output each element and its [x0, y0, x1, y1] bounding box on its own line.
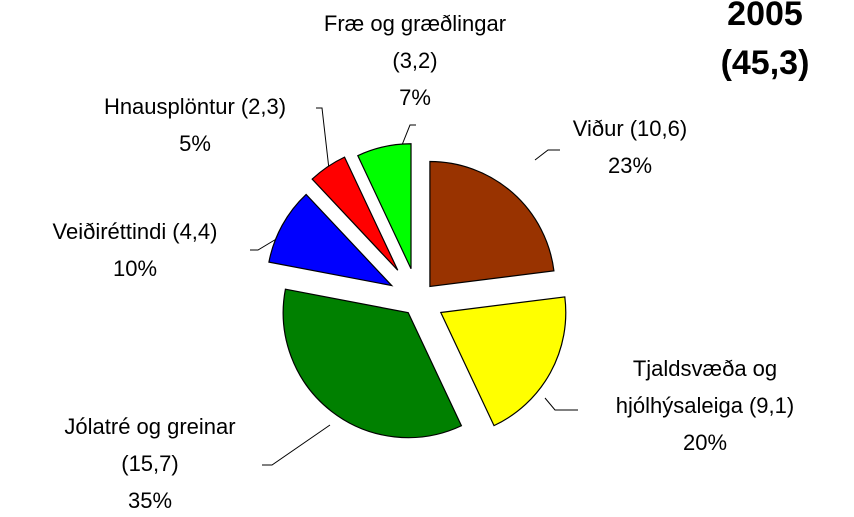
slice-label: Veiðiréttindi (4,4) [53, 219, 218, 244]
amount-label: (4,4) [172, 219, 217, 244]
category-name: Viður [573, 116, 624, 141]
chart-subtitle: (45,3) [721, 44, 810, 82]
slice-label: Tjaldsvæða og [633, 356, 777, 381]
amount-label: (10,6) [630, 116, 687, 141]
amount-label: (2,3) [241, 94, 286, 119]
percent-label: 23% [608, 153, 652, 178]
category-name: Hnausplöntur [104, 94, 235, 119]
pie-slice [439, 296, 567, 427]
pie-slice [311, 156, 399, 271]
slice-label: Viður (10,6) [573, 116, 687, 141]
percent-label: 10% [113, 256, 157, 281]
category-name: Fræ og græðlingar [324, 11, 506, 36]
slice-label: hjólhýsaleiga (9,1) [616, 393, 794, 418]
percent-label: 5% [179, 131, 211, 156]
category-name: Tjaldsvæða og [633, 356, 777, 381]
chart-title: 2005 [727, 0, 803, 33]
category-name: Jólatré og greinar [64, 414, 235, 439]
category-name: hjólhýsaleiga [616, 393, 744, 418]
slice-label: Fræ og græðlingar [324, 11, 506, 36]
amount-label: (15,7) [121, 451, 178, 476]
pie-slice [429, 160, 555, 288]
percent-label: 7% [399, 85, 431, 110]
slice-label: Jólatré og greinar [64, 414, 235, 439]
category-name: Veiðiréttindi [53, 219, 167, 244]
amount-label: (9,1) [749, 393, 794, 418]
percent-label: 35% [128, 488, 172, 513]
amount-label: (3,2) [392, 48, 437, 73]
slice-label: Hnausplöntur (2,3) [104, 94, 286, 119]
percent-label: 20% [683, 430, 727, 455]
pie-slice [268, 193, 394, 287]
pie-slice [356, 143, 412, 270]
pie-slice [282, 288, 463, 439]
